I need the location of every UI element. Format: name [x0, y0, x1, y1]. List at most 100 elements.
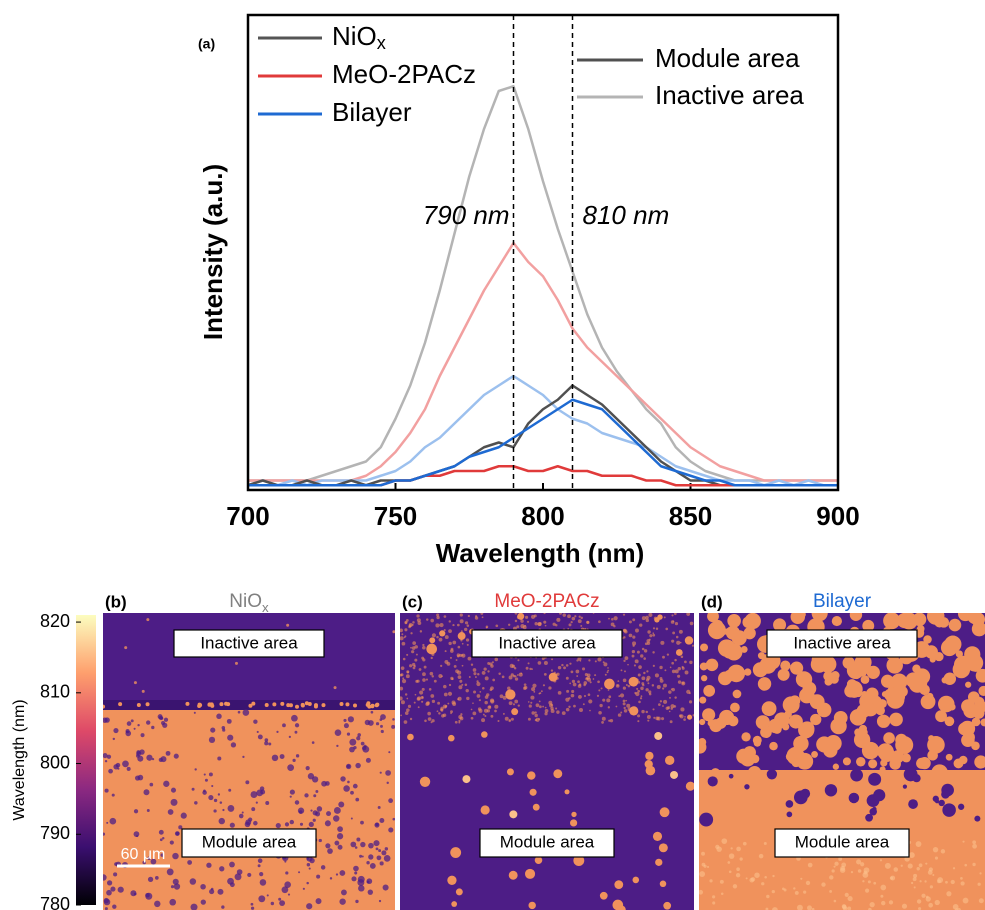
map-speckle — [908, 852, 915, 859]
map-speckle — [645, 615, 649, 620]
annotation-label: 790 nm — [423, 200, 510, 230]
map-speckle — [831, 869, 835, 873]
map-speckle — [893, 867, 899, 872]
map-speckle — [531, 668, 533, 670]
map-speckle — [264, 741, 269, 746]
area-label: Inactive area — [200, 633, 298, 652]
map-speckle — [400, 696, 403, 701]
map-speckle — [414, 658, 418, 662]
map-speckle — [227, 805, 235, 812]
map-speckle — [384, 847, 389, 851]
map-speckle — [758, 853, 764, 859]
map-speckle — [744, 668, 752, 676]
map-speckle — [639, 623, 643, 627]
map-speckle — [766, 769, 778, 780]
map-speckle — [934, 651, 944, 662]
map-speckle — [617, 713, 622, 717]
map-speckle — [865, 888, 870, 893]
map-speckle — [755, 715, 770, 730]
map-speckle — [109, 817, 117, 825]
map-speckle — [327, 848, 333, 854]
map-speckle — [707, 613, 719, 623]
map-speckle — [404, 711, 409, 715]
map-speckle — [425, 678, 429, 681]
map-speckle — [154, 900, 161, 908]
map-speckle — [401, 641, 406, 646]
map-speckle — [466, 643, 469, 646]
map-speckle — [796, 904, 803, 910]
map-speckle — [104, 759, 108, 763]
map-speckle — [414, 693, 417, 696]
map-speckle — [684, 670, 689, 675]
map-speckle — [527, 771, 536, 780]
map-speckle — [350, 817, 353, 820]
map-speckle — [427, 711, 431, 716]
map-speckle — [211, 784, 214, 788]
map-speckle — [402, 677, 405, 680]
map-speckle — [569, 682, 572, 685]
map-speckle — [652, 664, 655, 667]
map-speckle — [170, 787, 177, 793]
map-speckle — [706, 865, 710, 868]
map-speckle — [875, 705, 885, 716]
map-speckle — [367, 889, 374, 895]
map-speckle — [289, 795, 292, 798]
map-speckle — [350, 841, 357, 848]
map-speckle — [544, 712, 548, 716]
map-speckle — [406, 697, 409, 700]
map-speckle — [443, 684, 447, 689]
map-speckle — [863, 867, 870, 874]
spectrum-line — [248, 85, 838, 482]
map-speckle — [563, 666, 566, 670]
map-speckle — [291, 714, 298, 722]
map-speckle — [638, 665, 642, 669]
map-speckle — [720, 628, 728, 635]
map-speckle — [842, 904, 847, 910]
map-speckle — [838, 857, 843, 861]
map-speckle — [900, 613, 918, 630]
map-title: Bilayer — [813, 591, 872, 612]
map-speckle — [151, 758, 155, 761]
map-speckle — [482, 686, 485, 690]
map-speckle — [470, 708, 473, 711]
map-speckle — [505, 689, 516, 700]
map-speckle — [661, 717, 665, 721]
map-speckle — [457, 675, 462, 680]
map-speckle — [253, 820, 258, 826]
map-speckle — [712, 895, 716, 899]
map-speckle — [671, 639, 675, 643]
map-speckle — [799, 687, 815, 704]
map-speckle — [151, 725, 155, 730]
map-speckle — [544, 708, 549, 713]
map-speckle — [978, 898, 984, 904]
map-speckle — [525, 615, 529, 619]
map-speckle — [333, 807, 341, 814]
area-box — [479, 828, 615, 858]
map-speckle — [169, 898, 177, 906]
map-speckle — [476, 681, 481, 687]
legend-label-main: MeO-2PACz — [332, 59, 476, 89]
map-speckle — [407, 704, 412, 708]
map-speckle — [482, 713, 485, 716]
map-speckle — [468, 676, 471, 678]
map-speckle — [438, 637, 443, 642]
map-speckle — [675, 649, 683, 656]
area-box — [173, 629, 325, 658]
map-speckle — [524, 868, 536, 879]
map-speckle — [443, 615, 447, 618]
map-speckle — [937, 877, 944, 883]
map-speckle — [652, 651, 655, 654]
map-speckle — [671, 687, 675, 692]
map-speckle — [349, 738, 357, 746]
map-speckle — [912, 774, 921, 783]
map-speckle — [613, 616, 618, 621]
colorbar-tick-label: 800 — [40, 752, 70, 772]
map-speckle — [784, 710, 792, 719]
map-speckle — [145, 702, 150, 707]
map-speckle — [253, 719, 258, 724]
map-speckle — [284, 881, 291, 888]
map-speckle — [436, 613, 440, 617]
map-speckle — [674, 622, 679, 626]
map-speckle — [637, 720, 640, 723]
map-speckle — [448, 683, 452, 687]
